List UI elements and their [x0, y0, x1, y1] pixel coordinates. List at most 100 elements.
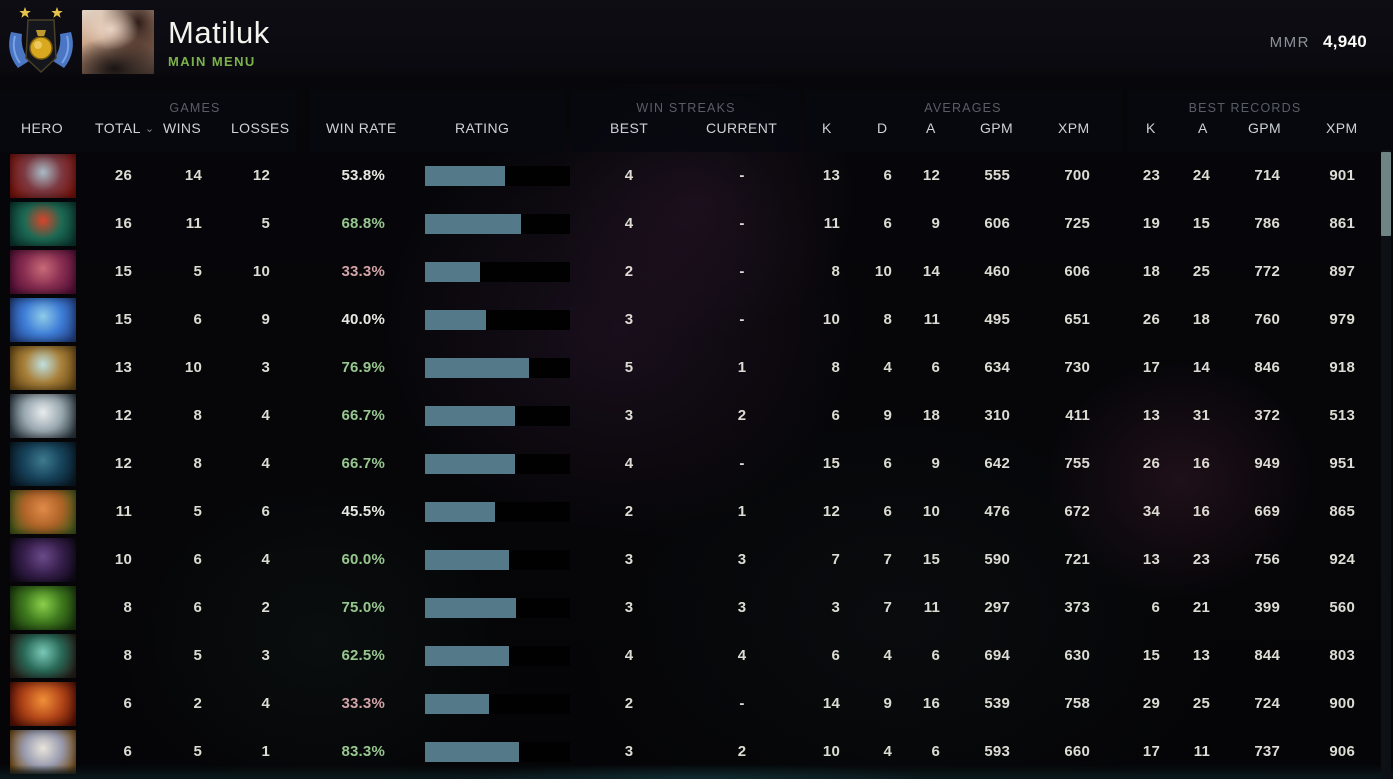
hero-portrait[interactable] [10, 394, 76, 438]
hero-row[interactable]: 8 5 3 62.5% 4 4 6 4 6 694 630 15 13 844 … [0, 632, 1393, 680]
record-kills-value: 15 [1142, 647, 1160, 664]
column-header-win-rate[interactable]: WIN RATE [326, 120, 397, 136]
column-header-avg-gpm[interactable]: GPM [980, 120, 1014, 136]
hero-row[interactable]: 12 8 4 66.7% 3 2 6 9 18 310 411 13 31 37… [0, 392, 1393, 440]
sort-chevron-icon: ⌄ [144, 123, 155, 135]
hero-row[interactable]: 15 6 9 40.0% 3 - 10 8 11 495 651 26 18 7… [0, 296, 1393, 344]
rating-bar-track [425, 550, 570, 570]
record-kills-value: 18 [1142, 263, 1160, 280]
total-games-value: 13 [114, 359, 132, 376]
losses-value: 4 [261, 695, 270, 712]
best-streak-value: 3 [624, 551, 634, 568]
hero-portrait[interactable] [10, 586, 76, 630]
record-gpm-value: 399 [1254, 599, 1280, 616]
player-identity: Matiluk MAIN MENU [168, 15, 270, 69]
hero-portrait[interactable] [10, 442, 76, 486]
rating-bar-fill [425, 406, 515, 426]
mmr-display: MMR 4,940 [1270, 0, 1367, 84]
hero-row[interactable]: 10 6 4 60.0% 3 3 7 7 15 590 721 13 23 75… [0, 536, 1393, 584]
avg-gpm-value: 555 [984, 167, 1010, 184]
hero-portrait[interactable] [10, 538, 76, 582]
hero-portrait[interactable] [10, 154, 76, 198]
avg-kills-value: 13 [822, 167, 840, 184]
record-assists-value: 31 [1192, 407, 1210, 424]
group-header-best-records: BEST RECORDS [1188, 101, 1302, 115]
record-gpm-value: 372 [1254, 407, 1280, 424]
losses-value: 2 [261, 599, 270, 616]
hero-portrait[interactable] [10, 298, 76, 342]
record-kills-value: 23 [1142, 167, 1160, 184]
column-header-avg-deaths[interactable]: D [877, 120, 888, 136]
column-header-record-assists[interactable]: A [1198, 120, 1208, 136]
best-streak-value: 4 [624, 455, 634, 472]
column-header-wins[interactable]: WINS [163, 120, 202, 136]
wins-value: 6 [193, 599, 202, 616]
rating-bar-fill [425, 598, 517, 618]
total-games-value: 11 [115, 503, 132, 520]
column-header-avg-assists[interactable]: A [926, 120, 936, 136]
hero-portrait[interactable] [10, 490, 76, 534]
column-header-hero[interactable]: HERO [21, 120, 64, 136]
hero-row[interactable]: 26 14 12 53.8% 4 - 13 6 12 555 700 23 24… [0, 152, 1393, 200]
avg-kills-value: 6 [831, 407, 840, 424]
wins-value: 5 [193, 263, 202, 280]
hero-row[interactable]: 12 8 4 66.7% 4 - 15 6 9 642 755 26 16 94… [0, 440, 1393, 488]
avg-assists-value: 18 [922, 407, 940, 424]
hero-row[interactable]: 13 10 3 76.9% 5 1 8 4 6 634 730 17 14 84… [0, 344, 1393, 392]
wins-value: 5 [193, 647, 202, 664]
hero-row[interactable]: 6 2 4 33.3% 2 - 14 9 16 539 758 29 25 72… [0, 680, 1393, 728]
avg-assists-value: 6 [931, 647, 940, 664]
hero-portrait[interactable] [10, 682, 76, 726]
record-assists-value: 21 [1192, 599, 1210, 616]
column-header-record-kills[interactable]: K [1146, 120, 1156, 136]
avg-gpm-value: 476 [984, 503, 1010, 520]
column-header-losses[interactable]: LOSSES [231, 120, 290, 136]
hero-rows: 26 14 12 53.8% 4 - 13 6 12 555 700 23 24… [0, 152, 1393, 776]
record-assists-value: 24 [1192, 167, 1210, 184]
rating-bar-track [425, 310, 570, 330]
hero-row[interactable]: 8 6 2 75.0% 3 3 3 7 11 297 373 6 21 399 … [0, 584, 1393, 632]
column-header-rating[interactable]: RATING [455, 120, 510, 136]
losses-value: 1 [261, 743, 270, 760]
avg-deaths-value: 7 [883, 599, 892, 616]
rating-bar-fill [425, 694, 489, 714]
rating-bar-track [425, 406, 570, 426]
hero-portrait[interactable] [10, 202, 76, 246]
column-header-total[interactable]: TOTAL ⌄ [95, 120, 154, 136]
record-kills-value: 17 [1142, 743, 1160, 760]
avg-xpm-value: 651 [1064, 311, 1090, 328]
column-header-record-xpm[interactable]: XPM [1326, 120, 1358, 136]
hero-portrait[interactable] [10, 346, 76, 390]
hero-portrait[interactable] [10, 634, 76, 678]
record-gpm-value: 714 [1254, 167, 1280, 184]
avg-kills-value: 3 [831, 599, 840, 616]
rating-bar-track [425, 262, 570, 282]
avg-deaths-value: 4 [883, 359, 892, 376]
hero-row[interactable]: 11 5 6 45.5% 2 1 12 6 10 476 672 34 16 6… [0, 488, 1393, 536]
record-kills-value: 13 [1142, 407, 1160, 424]
main-menu-label[interactable]: MAIN MENU [168, 53, 256, 69]
losses-value: 10 [252, 263, 270, 280]
avg-deaths-value: 10 [874, 263, 892, 280]
avg-assists-value: 9 [931, 455, 940, 472]
scrollbar-track[interactable] [1381, 150, 1391, 779]
column-header-avg-kills[interactable]: K [822, 120, 832, 136]
avg-assists-value: 14 [922, 263, 940, 280]
current-streak-value: 1 [737, 359, 747, 376]
best-streak-value: 5 [624, 359, 634, 376]
player-avatar[interactable] [82, 10, 154, 74]
hero-row[interactable]: 15 5 10 33.3% 2 - 8 10 14 460 606 18 25 … [0, 248, 1393, 296]
current-streak-value: 2 [737, 407, 747, 424]
header-panel-rating [310, 90, 565, 152]
column-header-best-streak[interactable]: BEST [610, 120, 649, 136]
win-rate-value: 66.7% [341, 407, 385, 424]
win-rate-value: 60.0% [341, 551, 385, 568]
hero-portrait[interactable] [10, 250, 76, 294]
column-header-record-gpm[interactable]: GPM [1248, 120, 1282, 136]
column-header-current-streak[interactable]: CURRENT [706, 120, 778, 136]
column-header-avg-xpm[interactable]: XPM [1058, 120, 1090, 136]
hero-row[interactable]: 16 11 5 68.8% 4 - 11 6 9 606 725 19 15 7… [0, 200, 1393, 248]
scrollbar-thumb[interactable] [1381, 152, 1391, 236]
record-xpm-value: 901 [1329, 167, 1355, 184]
